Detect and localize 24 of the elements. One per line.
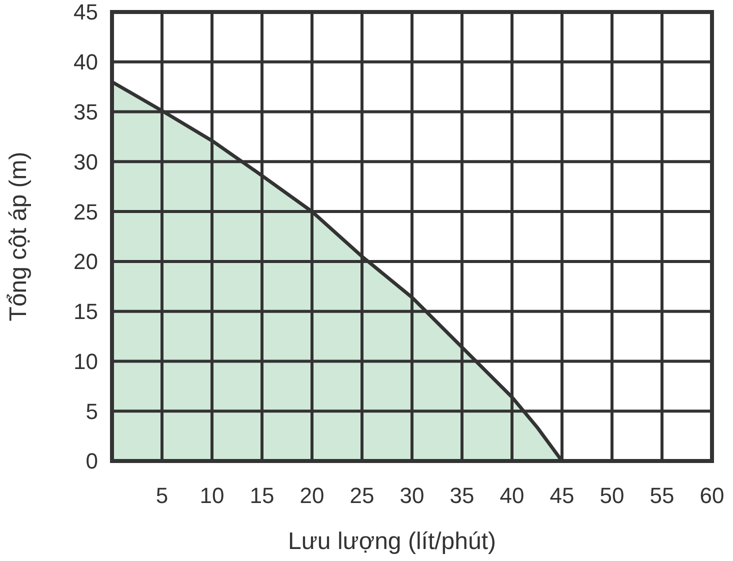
y-tick-label: 15: [74, 299, 98, 324]
x-tick-label: 15: [250, 483, 274, 508]
y-tick-label: 10: [74, 348, 98, 374]
x-tick-label: 40: [500, 483, 524, 508]
x-tick-label: 45: [550, 483, 574, 508]
y-tick-label: 35: [74, 99, 98, 124]
y-tick-label: 25: [74, 199, 98, 224]
y-tick-label: 40: [74, 50, 98, 75]
x-tick-label: 35: [450, 483, 474, 508]
x-tick-label: 25: [350, 483, 374, 508]
x-tick-label: 50: [600, 483, 624, 508]
y-tick-label: 30: [74, 149, 98, 174]
x-tick-label: 55: [650, 483, 674, 508]
x-axis-title: Lưu lượng (lít/phút): [288, 528, 496, 555]
y-axis-title: Tổng cột áp (m): [5, 152, 32, 322]
y-tick-label: 0: [86, 448, 98, 474]
y-tick-label: 20: [74, 249, 98, 274]
x-tick-label: 10: [200, 483, 224, 508]
x-tick-label: 20: [300, 483, 324, 508]
x-tick-label: 5: [156, 483, 168, 508]
x-tick-label: 60: [700, 483, 724, 508]
y-tick-label: 45: [74, 0, 98, 25]
y-tick-label: 5: [86, 398, 98, 424]
x-tick-label: 30: [400, 483, 424, 508]
